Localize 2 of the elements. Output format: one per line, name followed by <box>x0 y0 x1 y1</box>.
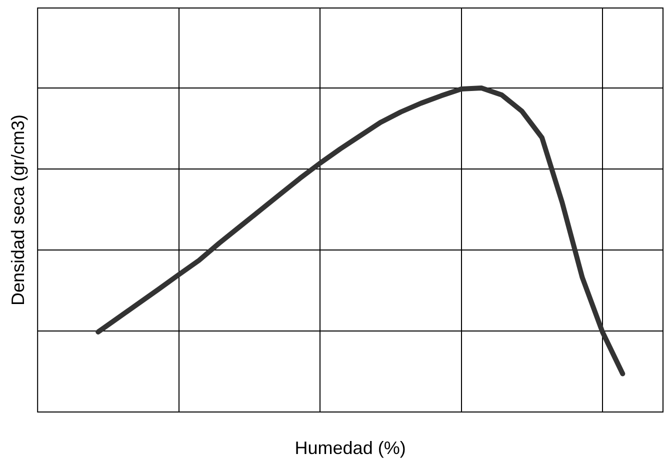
x-axis-title: Humedad (%) <box>294 438 406 458</box>
y-axis-title: Densidad seca (gr/cm3) <box>8 114 28 306</box>
